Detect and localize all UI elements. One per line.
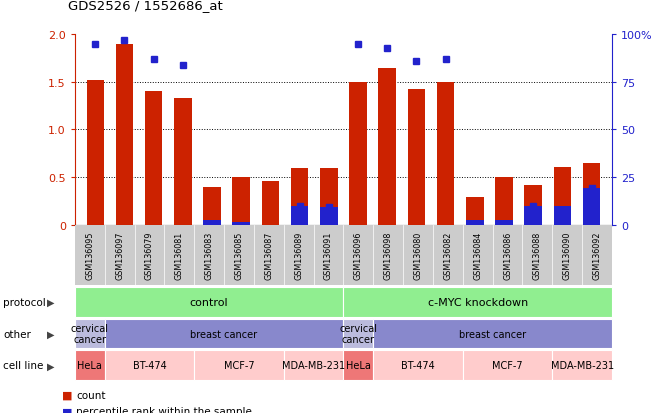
Text: GSM136086: GSM136086: [503, 231, 512, 279]
Bar: [553, 206, 571, 225]
Bar: [437, 83, 454, 225]
Text: GSM136097: GSM136097: [115, 231, 124, 279]
Bar: [87, 81, 104, 225]
Bar: [116, 45, 133, 225]
Text: ■: ■: [62, 390, 72, 400]
Bar: [232, 178, 250, 225]
Bar: [291, 169, 309, 225]
Bar: [232, 222, 250, 225]
Bar: [203, 188, 221, 225]
Text: c-MYC knockdown: c-MYC knockdown: [428, 297, 528, 307]
Text: HeLa: HeLa: [346, 361, 371, 370]
Text: MCF-7: MCF-7: [492, 361, 523, 370]
Text: MDA-MB-231: MDA-MB-231: [551, 361, 614, 370]
Text: ▶: ▶: [47, 297, 55, 307]
Text: GSM136091: GSM136091: [324, 231, 333, 279]
Bar: [145, 92, 163, 225]
Text: GSM136095: GSM136095: [85, 231, 94, 279]
Bar: [203, 221, 221, 225]
Text: ■: ■: [62, 406, 72, 413]
Bar: [495, 178, 513, 225]
Text: GSM136098: GSM136098: [383, 231, 393, 279]
Text: GSM136092: GSM136092: [592, 231, 602, 279]
Bar: [466, 221, 484, 225]
Text: BT-474: BT-474: [401, 361, 435, 370]
Bar: [466, 197, 484, 225]
Text: GSM136087: GSM136087: [264, 231, 273, 279]
Bar: [524, 206, 542, 225]
Bar: [291, 206, 309, 225]
Text: MCF-7: MCF-7: [224, 361, 255, 370]
Text: protocol: protocol: [3, 297, 46, 307]
Bar: [553, 168, 571, 225]
Text: breast cancer: breast cancer: [459, 329, 526, 339]
Bar: [174, 99, 191, 225]
Text: GSM136084: GSM136084: [473, 231, 482, 279]
Text: GSM136088: GSM136088: [533, 231, 542, 279]
Text: other: other: [3, 329, 31, 339]
Text: GSM136089: GSM136089: [294, 231, 303, 279]
Bar: [495, 221, 513, 225]
Bar: [583, 163, 600, 225]
Bar: [320, 208, 338, 225]
Text: GSM136090: GSM136090: [562, 231, 572, 279]
Text: GSM136080: GSM136080: [413, 231, 422, 279]
Text: count: count: [76, 390, 105, 400]
Text: percentile rank within the sample: percentile rank within the sample: [76, 406, 252, 413]
Text: breast cancer: breast cancer: [191, 329, 258, 339]
Text: GSM136083: GSM136083: [204, 231, 214, 279]
Text: GSM136082: GSM136082: [443, 231, 452, 279]
Text: GSM136096: GSM136096: [354, 231, 363, 279]
Text: cell line: cell line: [3, 361, 44, 370]
Text: cervical
cancer: cervical cancer: [71, 323, 109, 344]
Text: GSM136079: GSM136079: [145, 231, 154, 279]
Text: control: control: [190, 297, 229, 307]
Text: MDA-MB-231: MDA-MB-231: [282, 361, 345, 370]
Text: BT-474: BT-474: [133, 361, 167, 370]
Bar: [262, 181, 279, 225]
Text: ▶: ▶: [47, 361, 55, 370]
Bar: [524, 185, 542, 225]
Text: cervical
cancer: cervical cancer: [339, 323, 378, 344]
Text: GSM136081: GSM136081: [175, 231, 184, 279]
Text: HeLa: HeLa: [77, 361, 102, 370]
Bar: [349, 83, 367, 225]
Bar: [583, 189, 600, 225]
Bar: [408, 90, 425, 225]
Bar: [378, 68, 396, 225]
Text: GSM136085: GSM136085: [234, 231, 243, 279]
Text: ▶: ▶: [47, 329, 55, 339]
Text: GDS2526 / 1552686_at: GDS2526 / 1552686_at: [68, 0, 223, 12]
Bar: [320, 169, 338, 225]
